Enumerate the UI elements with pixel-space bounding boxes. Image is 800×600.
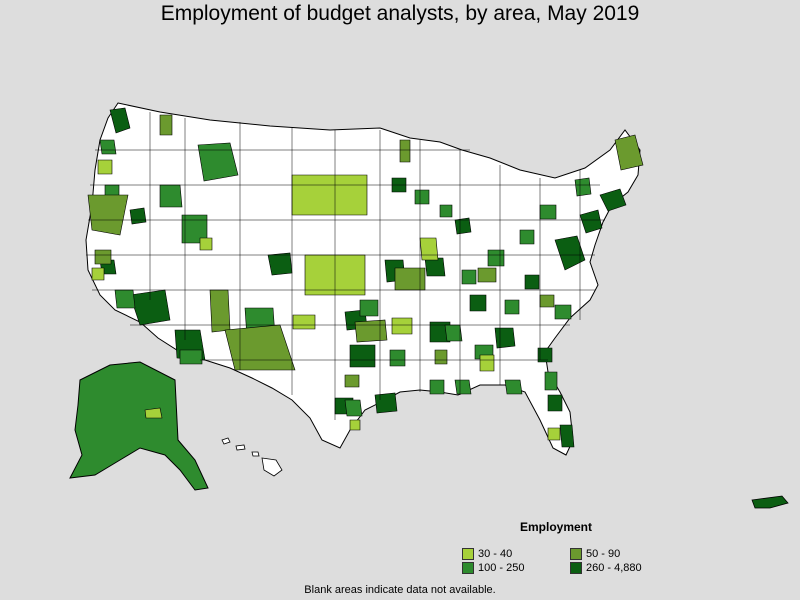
- areas-100-250: [99, 139, 592, 417]
- alaska-region-light: [144, 407, 163, 419]
- legend-item-30-40: 30 - 40: [462, 548, 570, 560]
- legend-label-50-90: 50 - 90: [586, 548, 621, 560]
- hawaii-islands: [221, 437, 283, 477]
- legend-swatch-30-40: [462, 548, 474, 560]
- legend-item-100-250: 100 - 250: [462, 562, 570, 574]
- legend-label-100-250: 100 - 250: [478, 562, 525, 574]
- legend-swatch-260-4880: [570, 562, 582, 574]
- areas-260-4880: [99, 107, 627, 448]
- legend-title: Employment: [520, 520, 593, 534]
- map-title: Employment of budget analysts, by area, …: [160, 2, 640, 25]
- legend: Employment 30 - 40 50 - 90 100 - 250 260…: [462, 520, 642, 574]
- puerto-rico-outline: [751, 495, 789, 509]
- alaska-outline: [69, 361, 209, 491]
- legend-label-30-40: 30 - 40: [478, 548, 513, 560]
- legend-swatch-50-90: [570, 548, 582, 560]
- legend-swatch-100-250: [462, 562, 474, 574]
- legend-item-260-4880: 260 - 4,880: [570, 562, 660, 574]
- area-borders: [86, 112, 605, 420]
- legend-item-50-90: 50 - 90: [570, 548, 660, 560]
- legend-label-260-4880: 260 - 4,880: [586, 562, 642, 574]
- data-note: Blank areas indicate data not available.: [304, 584, 496, 596]
- areas-50-90: [87, 114, 644, 388]
